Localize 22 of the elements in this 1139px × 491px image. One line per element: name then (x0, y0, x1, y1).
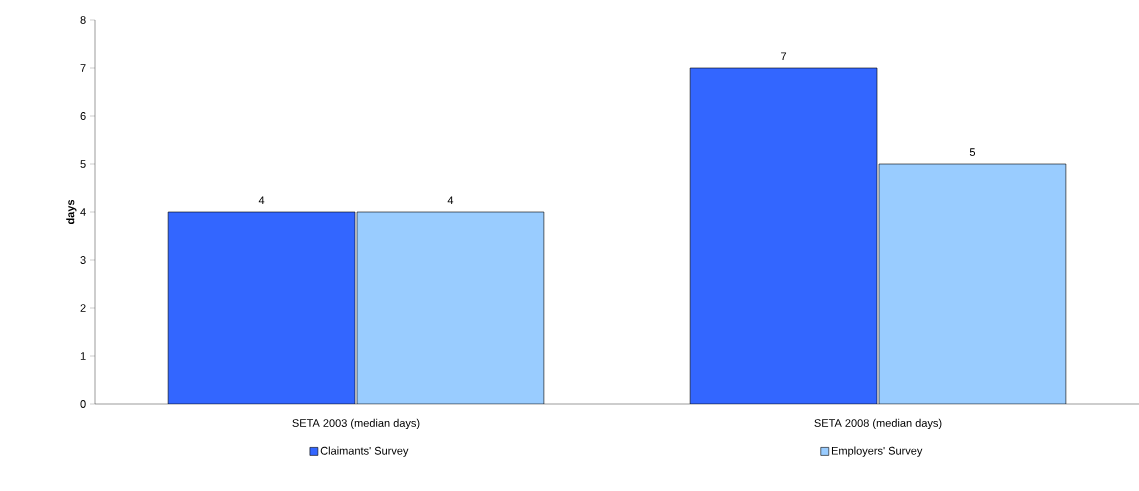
bar (689, 67, 878, 404)
y-axis-title: days (66, 199, 77, 225)
y-tick-label: 5 (80, 160, 86, 168)
y-tick-label: 2 (80, 304, 86, 312)
data-label: 4 (447, 196, 454, 205)
x-tick-label: SETA 2003 (median days) (292, 418, 420, 430)
y-tick-label: 8 (80, 16, 86, 24)
y-tick-label: 1 (80, 352, 86, 360)
x-tick-label: SETA 2008 (median days) (814, 418, 942, 430)
y-tick-label: 6 (80, 112, 86, 120)
y-tick-label: 3 (80, 256, 86, 264)
y-tick-label: 0 (80, 400, 86, 408)
y-tick-label: 7 (80, 64, 86, 72)
data-label: 7 (781, 52, 787, 61)
data-label: 4 (258, 196, 265, 205)
y-tick-label: 4 (80, 208, 86, 216)
legend-label: Employers' Survey (831, 446, 923, 457)
bar (168, 212, 356, 404)
bar (878, 163, 1067, 404)
legend-label: Claimants' Survey (320, 446, 409, 457)
data-label: 5 (969, 148, 976, 157)
bar (357, 212, 544, 404)
